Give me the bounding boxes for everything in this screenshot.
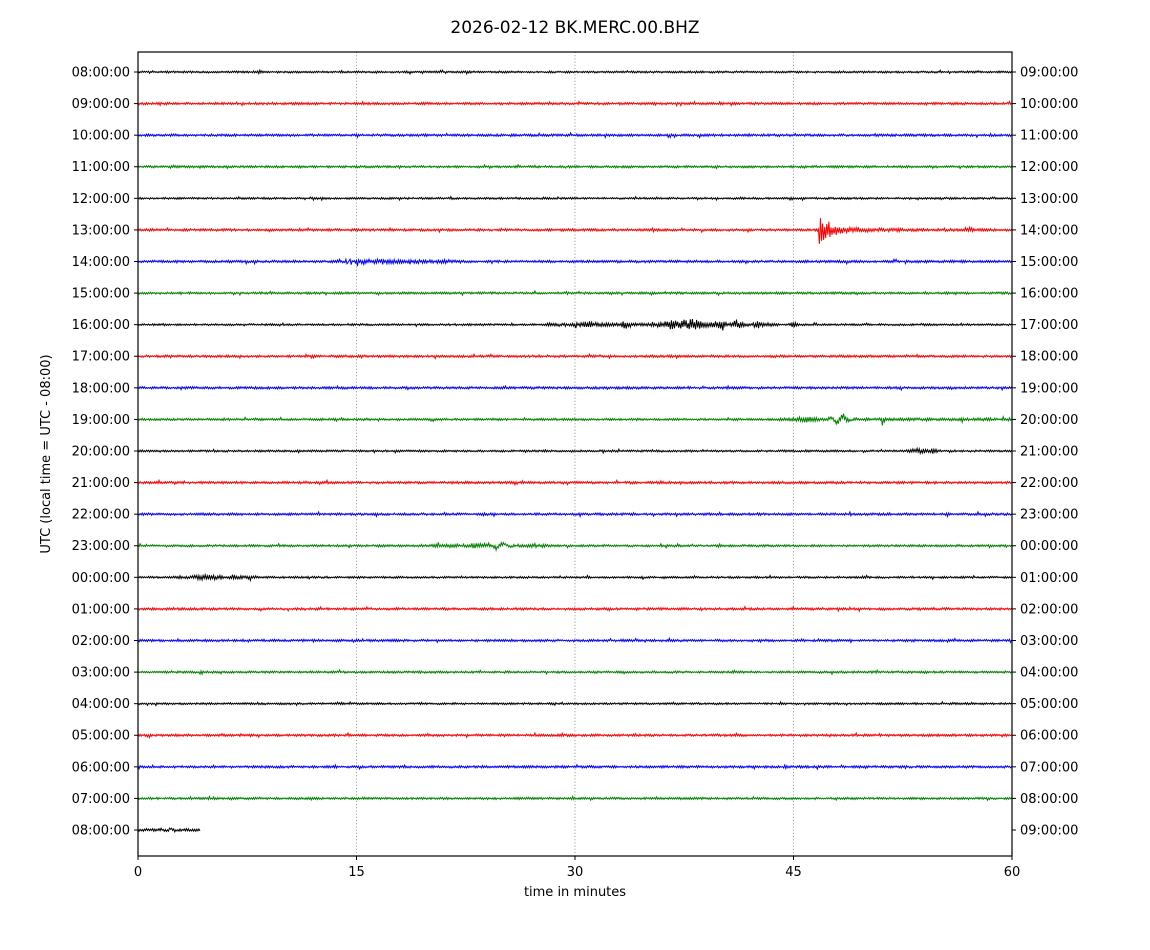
- left-time-label: 10:00:00: [72, 129, 130, 144]
- trace-row: [137, 413, 1012, 426]
- left-time-label: 09:00:00: [72, 97, 130, 112]
- y-axis-label: UTC (local time = UTC - 08:00): [39, 354, 54, 553]
- left-time-label: 14:00:00: [72, 255, 130, 270]
- trace-row: [137, 319, 1012, 331]
- right-time-label: 11:00:00: [1020, 129, 1078, 144]
- x-axis-label: time in minutes: [524, 885, 626, 900]
- right-time-label: 00:00:00: [1020, 539, 1078, 554]
- left-time-label: 07:00:00: [72, 792, 130, 807]
- x-tick-label: 30: [567, 865, 584, 880]
- right-time-label: 15:00:00: [1020, 255, 1078, 270]
- trace-row: [137, 510, 1012, 519]
- right-time-label: 21:00:00: [1020, 444, 1078, 459]
- trace-row: [137, 218, 1012, 244]
- left-time-label: 00:00:00: [72, 571, 130, 586]
- left-time-label: 05:00:00: [72, 729, 130, 744]
- right-time-label: 09:00:00: [1020, 66, 1078, 81]
- trace-row: [137, 163, 1013, 170]
- chart-title: 2026-02-12 BK.MERC.00.BHZ: [450, 18, 699, 38]
- trace-row: [137, 827, 201, 834]
- x-tick-label: 60: [1004, 865, 1021, 880]
- right-time-label: 13:00:00: [1020, 192, 1078, 207]
- trace-row: [137, 100, 1012, 108]
- trace-row: [137, 794, 1012, 802]
- left-time-label: 22:00:00: [72, 508, 130, 523]
- right-time-label: 01:00:00: [1020, 571, 1078, 586]
- trace-row: [137, 572, 1012, 583]
- trace-row: [137, 289, 1013, 297]
- trace-row: [137, 668, 1012, 676]
- left-time-label: 02:00:00: [72, 634, 130, 649]
- left-time-label: 13:00:00: [72, 223, 130, 238]
- x-tick-label: 0: [134, 865, 142, 880]
- right-time-label: 12:00:00: [1020, 160, 1078, 175]
- trace-row: [137, 257, 1012, 267]
- trace-row: [137, 763, 1012, 771]
- plot-area: 08:00:00 09:00:00 09:00:00 10:00:00 10:00:00…: [72, 51, 1078, 880]
- right-time-label: 10:00:00: [1020, 97, 1078, 112]
- right-time-label: 18:00:00: [1020, 350, 1078, 365]
- x-tick-label: 45: [785, 865, 802, 880]
- trace-row: [137, 700, 1012, 707]
- right-time-label: 17:00:00: [1020, 318, 1078, 333]
- right-time-label: 20:00:00: [1020, 413, 1078, 428]
- trace-row: [137, 605, 1012, 613]
- left-time-label: 17:00:00: [72, 350, 130, 365]
- trace-row: [137, 68, 1013, 76]
- trace-row: [137, 131, 1013, 139]
- left-time-label: 12:00:00: [72, 192, 130, 207]
- right-time-label: 23:00:00: [1020, 508, 1078, 523]
- right-time-label: 03:00:00: [1020, 634, 1078, 649]
- trace-row: [137, 478, 1012, 487]
- left-time-label: 08:00:00: [72, 823, 130, 838]
- left-time-label: 20:00:00: [72, 444, 130, 459]
- trace-row: [137, 540, 1012, 553]
- trace-row: [137, 352, 1013, 360]
- right-time-label: 07:00:00: [1020, 760, 1078, 775]
- right-time-label: 16:00:00: [1020, 287, 1078, 302]
- left-time-label: 15:00:00: [72, 287, 130, 302]
- left-time-label: 06:00:00: [72, 760, 130, 775]
- right-time-label: 14:00:00: [1020, 223, 1078, 238]
- right-time-label: 04:00:00: [1020, 666, 1078, 681]
- right-time-label: 22:00:00: [1020, 476, 1078, 491]
- trace-row: [137, 195, 1012, 202]
- left-time-label: 01:00:00: [72, 602, 130, 617]
- left-time-label: 23:00:00: [72, 539, 130, 554]
- right-time-label: 05:00:00: [1020, 697, 1078, 712]
- right-time-label: 08:00:00: [1020, 792, 1078, 807]
- left-time-label: 03:00:00: [72, 666, 130, 681]
- left-time-label: 18:00:00: [72, 381, 130, 396]
- right-time-label: 09:00:00: [1020, 823, 1078, 838]
- right-time-label: 06:00:00: [1020, 729, 1078, 744]
- x-tick-label: 15: [348, 865, 365, 880]
- left-time-label: 21:00:00: [72, 476, 130, 491]
- trace-row: [137, 636, 1013, 644]
- left-time-label: 11:00:00: [72, 160, 130, 175]
- trace-row: [137, 446, 1013, 456]
- left-time-label: 04:00:00: [72, 697, 130, 712]
- left-time-label: 08:00:00: [72, 66, 130, 81]
- right-time-label: 02:00:00: [1020, 602, 1078, 617]
- trace-row: [137, 731, 1012, 740]
- right-time-label: 19:00:00: [1020, 381, 1078, 396]
- left-time-label: 19:00:00: [72, 413, 130, 428]
- left-time-label: 16:00:00: [72, 318, 130, 333]
- trace-row: [137, 384, 1013, 392]
